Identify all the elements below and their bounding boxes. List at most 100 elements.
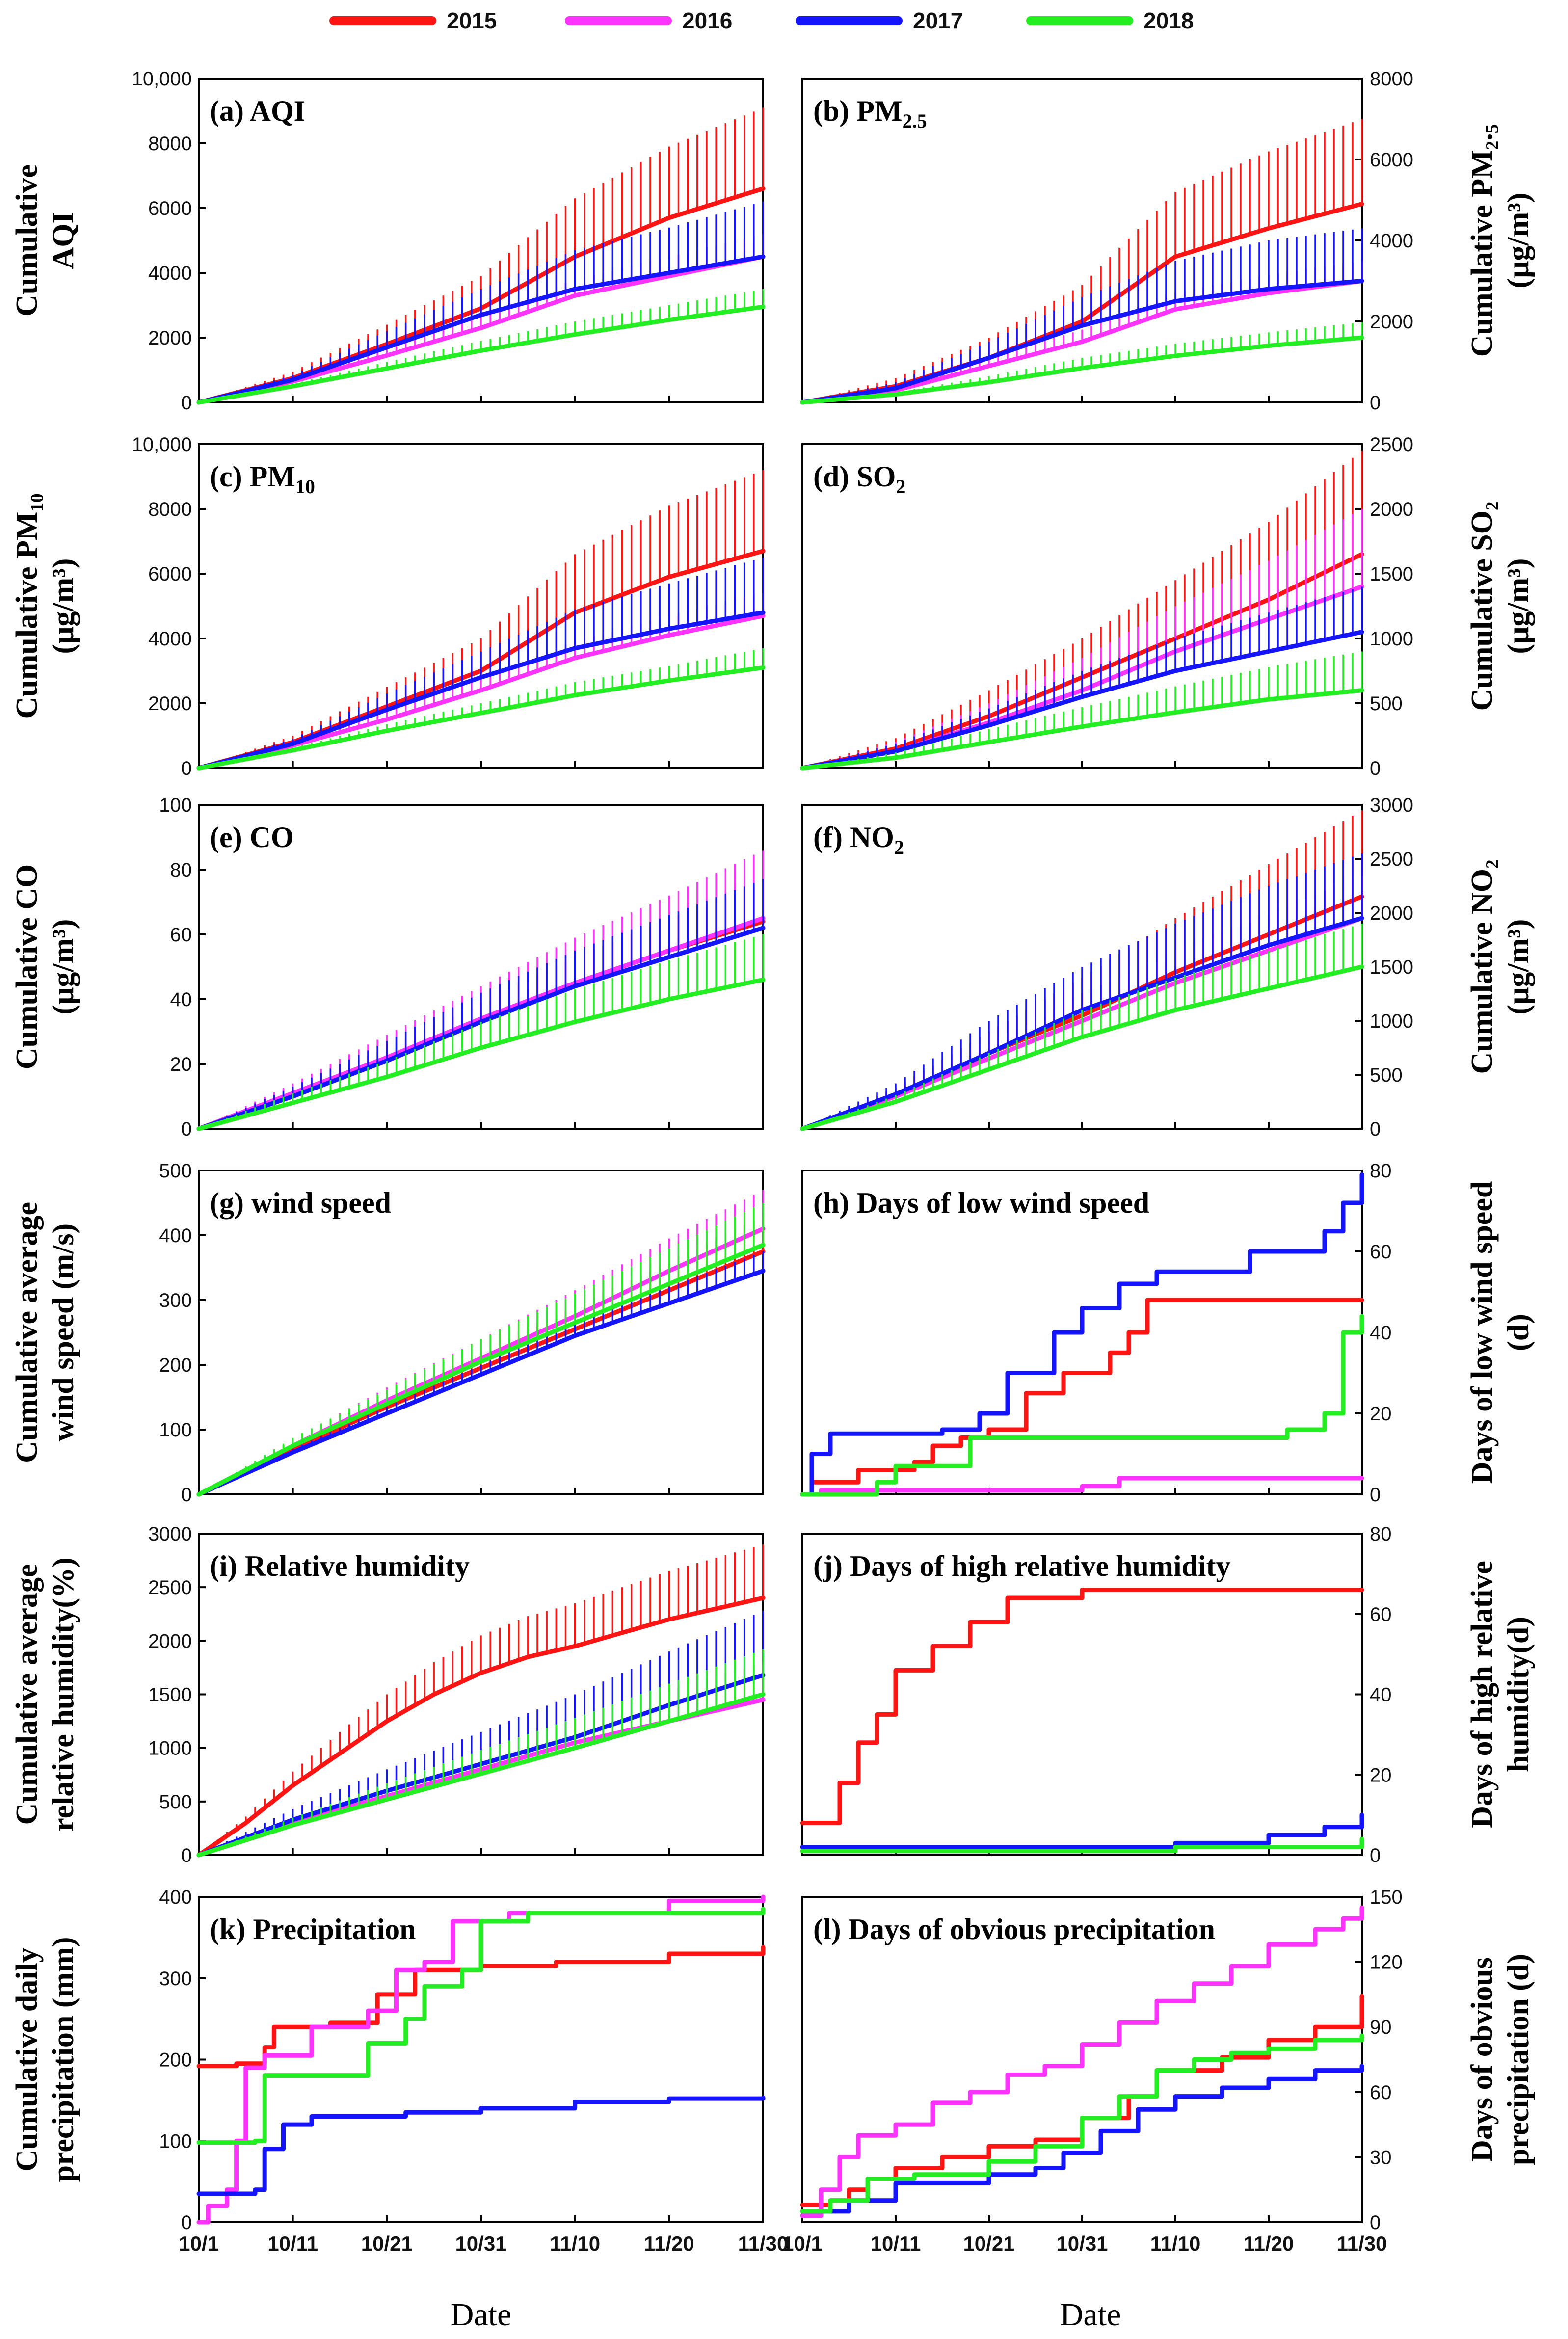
panel-a: 0 2000 4000 6000 8000 10,000 (a) AQI Cumulative… — [10, 68, 766, 414]
panel-title-text: (c) PM — [210, 460, 295, 493]
y-tick-label-h-4: 80 — [1370, 1160, 1392, 1182]
series-line-h-2017 — [800, 1172, 1364, 1497]
y-tick-label-l-4: 120 — [1370, 1952, 1403, 1973]
y-tick-label-i-3: 1500 — [148, 1684, 192, 1706]
panel-i: 0 500 1000 1500 2000 2500 3000 (i) Relative hum… — [10, 1523, 766, 1866]
y-tick-label-b-3: 6000 — [1370, 149, 1413, 171]
legend-label-2018: 2018 — [1143, 8, 1194, 33]
y-tick-label-k-1: 100 — [159, 2130, 192, 2152]
y-axis-label-line: Cumulative PM₂.₅ — [1465, 124, 1499, 357]
error-bars-i-2017 — [216, 1611, 764, 1848]
panel-title-text: (a) AQI — [210, 95, 305, 127]
series-line-d-2018 — [800, 688, 1364, 771]
panel-f: 0 500 1000 1500 2000 2500 3000 (f) NO2 Cumulativ… — [800, 795, 1535, 1140]
panel-title-i: (i) Relative humidity — [210, 1550, 470, 1582]
x-tick-label-k-3: 10/31 — [455, 2232, 506, 2255]
error-bars-d-2018 — [820, 651, 1363, 766]
panel-k: 0 100 200 300 400 10/1 10/11 10/21 10/31 11/10 11/… — [10, 1887, 788, 2255]
panel-title-f: (f) NO2 — [813, 821, 904, 858]
y-axis-label-line: Cumulative NO₂ — [1465, 859, 1499, 1074]
y-tick-label-d-0: 0 — [1370, 758, 1381, 779]
x-tick-label-l-0: 10/1 — [782, 2232, 823, 2255]
series-line-b-2018 — [800, 335, 1364, 405]
x-tick-label-k-5: 11/20 — [644, 2232, 694, 2255]
panel-title-l: (l) Days of obvious precipitation — [813, 1913, 1215, 1945]
panel-title-b: (b) PM2.5 — [813, 95, 927, 132]
y-tick-label-k-0: 0 — [181, 2212, 192, 2233]
y-tick-label-j-2: 40 — [1370, 1684, 1392, 1706]
series-line-k-2018 — [196, 1907, 766, 2145]
series-line-b-2017 — [800, 279, 1364, 405]
panel-title-text: (d) SO — [813, 460, 896, 493]
series-line-c-2018 — [196, 665, 766, 771]
y-tick-label-c-2: 4000 — [148, 628, 192, 650]
y-axis-label-line: (μg/m³) — [47, 558, 80, 654]
y-axis-label-line: wind speed (m/s) — [47, 1223, 80, 1441]
panel-title-h: (h) Days of low wind speed — [813, 1187, 1149, 1219]
x-tick-label-l-3: 10/31 — [1056, 2232, 1108, 2255]
y-tick-label-l-3: 90 — [1370, 2017, 1392, 2038]
y-tick-label-e-4: 80 — [170, 859, 192, 881]
series-line-l-2015 — [800, 1994, 1364, 2207]
y-tick-label-a-3: 6000 — [148, 198, 192, 219]
x-tick-label-k-6: 11/30 — [738, 2232, 789, 2255]
y-tick-label-j-1: 20 — [1370, 1764, 1392, 1786]
panel-title-e: (e) CO — [210, 821, 294, 853]
y-axis-label-e: Cumulative CO(μg/m³) — [10, 864, 80, 1070]
y-tick-label-f-2: 1000 — [1370, 1010, 1413, 1032]
y-axis-label-f: Cumulative NO₂(μg/m³) — [1465, 859, 1535, 1074]
panel-d: 0 500 1000 1500 2000 2500 (d) SO2 Cumulative SO… — [800, 434, 1535, 779]
x-axis-label-right: Date — [1060, 2297, 1121, 2333]
y-axis-label-line: (μg/m³) — [1502, 193, 1535, 289]
y-tick-label-a-4: 8000 — [148, 133, 192, 155]
panel-e: 0 20 40 60 80 100 (e) CO Cumulative CO(μg/m³) — [10, 795, 766, 1140]
panel-j: 0 20 40 60 80 (j) Days of high relative humid… — [800, 1523, 1535, 1866]
y-tick-label-i-5: 2500 — [148, 1577, 192, 1598]
error-bars-g-2018 — [216, 1203, 764, 1485]
error-bars-b-2017 — [820, 228, 1363, 400]
y-axis-label-line: precipitation (d) — [1502, 1954, 1535, 2165]
panel-title-k: (k) Precipitation — [210, 1913, 416, 1945]
y-tick-label-d-3: 1500 — [1370, 563, 1413, 585]
y-axis-label-line: relative humidity(%) — [47, 1557, 80, 1832]
series-line-a-2017 — [196, 254, 766, 405]
y-tick-label-g-4: 400 — [159, 1225, 192, 1247]
y-tick-label-j-3: 60 — [1370, 1604, 1392, 1625]
y-tick-label-b-0: 0 — [1370, 392, 1381, 414]
panel-title-text: (h) Days of low wind speed — [813, 1187, 1149, 1219]
y-tick-label-f-6: 3000 — [1370, 795, 1413, 816]
x-tick-label-k-4: 11/10 — [550, 2232, 600, 2255]
y-tick-label-c-0: 0 — [181, 758, 192, 779]
x-axis-label-left: Date — [451, 2297, 512, 2333]
x-tick-label-l-4: 11/10 — [1150, 2232, 1201, 2255]
y-axis-label-line: Cumulative SO₂ — [1465, 502, 1499, 711]
y-tick-label-e-5: 100 — [159, 795, 192, 816]
y-tick-label-g-3: 300 — [159, 1290, 192, 1311]
legend-label-2015: 2015 — [447, 8, 497, 33]
y-axis-label-k: Cumulative dailyprecipitation (mm) — [10, 1937, 80, 2182]
series-line-j-2015 — [800, 1588, 1364, 1825]
y-axis-label-j: Days of high relativehumidity(d) — [1465, 1561, 1535, 1828]
y-tick-label-d-5: 2500 — [1370, 434, 1413, 455]
error-bars-e-2016 — [216, 850, 764, 1122]
y-tick-label-f-1: 500 — [1370, 1064, 1403, 1086]
series-line-f-2018 — [800, 964, 1364, 1131]
y-axis-label-a: CumulativeAQI — [10, 164, 80, 317]
panel-h: 0 20 40 60 80 (h) Days of low wind speed Days … — [800, 1160, 1535, 1506]
series-line-j-2017 — [800, 1812, 1364, 1850]
series-line-l-2017 — [800, 2064, 1364, 2214]
panel-title-text: (j) Days of high relative humidity — [813, 1550, 1231, 1582]
y-axis-label-line: Cumulative average — [10, 1564, 44, 1825]
y-tick-label-e-0: 0 — [181, 1118, 192, 1140]
x-tick-label-k-1: 10/11 — [267, 2232, 318, 2255]
panel-title-subscript: 2 — [896, 476, 905, 498]
y-axis-label-line: Cumulative CO — [10, 864, 44, 1070]
y-tick-label-g-1: 100 — [159, 1419, 192, 1441]
y-tick-label-h-3: 60 — [1370, 1241, 1392, 1263]
panel-title-text: (e) CO — [210, 821, 294, 853]
series-line-g-2018 — [196, 1243, 766, 1497]
y-tick-label-h-2: 40 — [1370, 1322, 1392, 1344]
y-axis-label-line: (μg/m³) — [1502, 919, 1535, 1015]
y-axis-label-line: (μg/m³) — [1502, 558, 1535, 654]
